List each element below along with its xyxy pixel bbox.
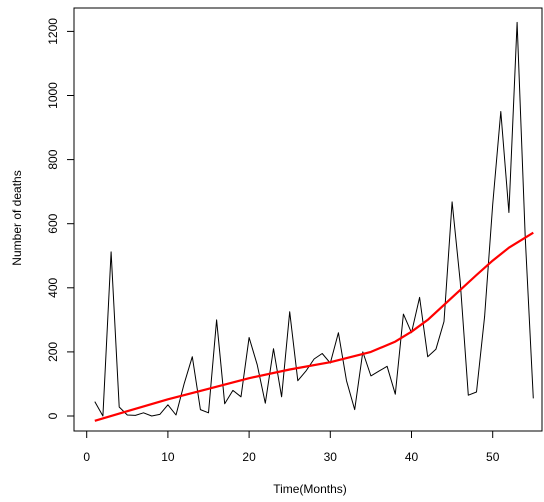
- deaths-series-line: [94, 21, 534, 417]
- x-axis: 0 10 20 30 40 50: [83, 430, 500, 464]
- x-axis-title: Time(Months): [273, 482, 347, 496]
- y-axis-title: Number of deaths: [10, 170, 24, 265]
- trend-line: [94, 231, 534, 422]
- x-tick-label-0: 0: [83, 450, 90, 464]
- y-axis: 0 200 400 600 800 1000 1200: [46, 18, 75, 419]
- y-tick-label-800: 800: [46, 149, 60, 169]
- x-tick-label-10: 10: [161, 450, 175, 464]
- x-tick-label-20: 20: [242, 450, 256, 464]
- y-tick-label-600: 600: [46, 213, 60, 233]
- x-tick-label-30: 30: [324, 450, 338, 464]
- series-layer: [94, 21, 534, 422]
- x-tick-label-50: 50: [486, 450, 500, 464]
- y-tick-label-400: 400: [46, 277, 60, 297]
- y-tick-label-200: 200: [46, 342, 60, 362]
- y-tick-label-1200: 1200: [46, 18, 60, 45]
- y-tick-label-0: 0: [46, 412, 60, 419]
- y-tick-label-1000: 1000: [46, 82, 60, 109]
- x-tick-label-40: 40: [405, 450, 419, 464]
